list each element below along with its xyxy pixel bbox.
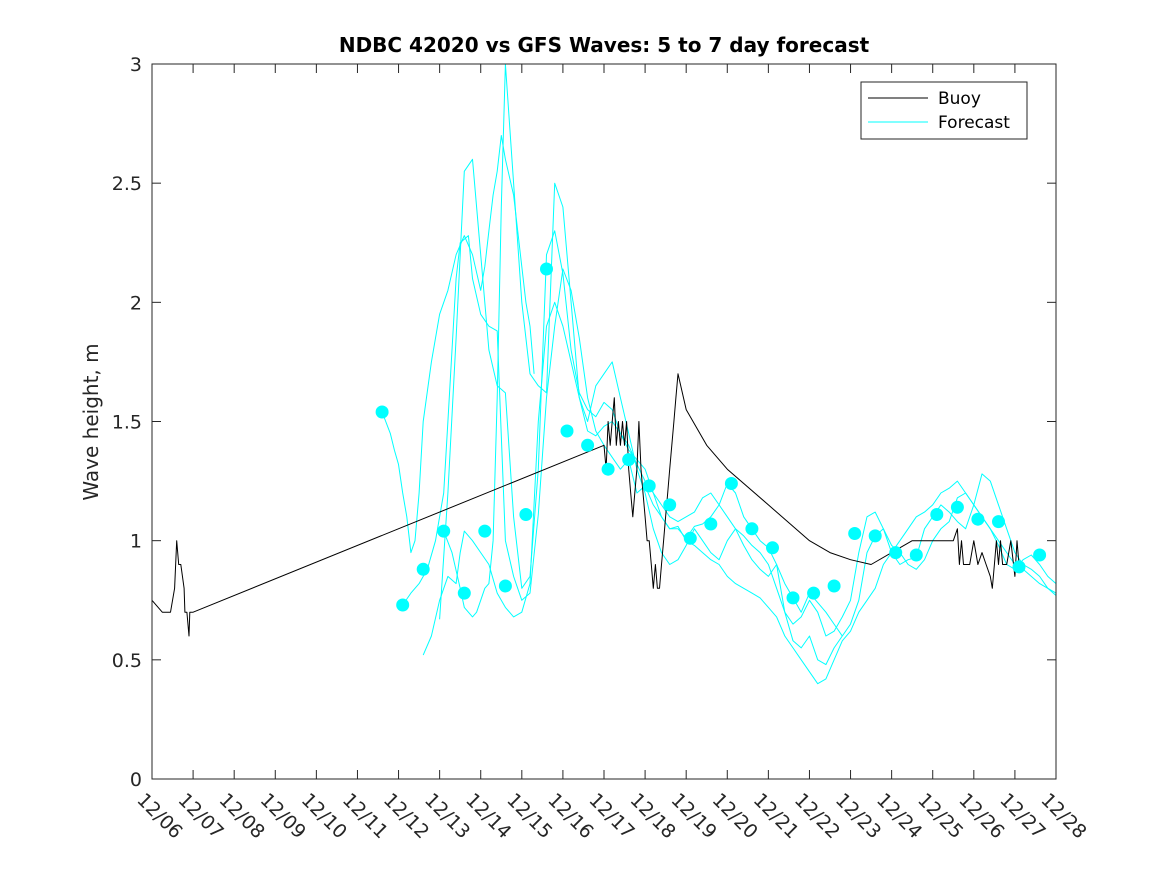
- forecast-marker: [375, 405, 389, 419]
- y-tick-label: 1.5: [112, 412, 142, 434]
- forecast-marker: [683, 531, 697, 545]
- forecast-marker: [950, 500, 964, 514]
- forecast-marker: [909, 548, 923, 562]
- forecast-marker: [581, 438, 595, 452]
- forecast-marker: [971, 512, 985, 526]
- forecast-marker: [560, 424, 574, 438]
- forecast-line: [443, 63, 1057, 685]
- forecast-marker: [704, 517, 718, 531]
- forecast-marker: [437, 524, 451, 538]
- forecast-marker: [642, 479, 656, 493]
- forecast-marker: [396, 598, 410, 612]
- y-tick-label: 0.5: [112, 650, 142, 672]
- forecast-marker: [457, 586, 471, 600]
- y-axis-label: Wave height, m: [79, 343, 103, 500]
- forecast-marker: [601, 462, 615, 476]
- forecast-marker: [930, 508, 944, 521]
- forecast-markers-group: [375, 262, 1047, 612]
- y-tick-label: 2: [130, 292, 142, 314]
- forecast-marker: [498, 579, 512, 593]
- forecast-marker: [416, 562, 430, 576]
- forecast-marker: [745, 522, 759, 536]
- forecast-marker: [478, 524, 492, 538]
- forecast-marker: [1012, 560, 1026, 574]
- y-tick-label: 1: [130, 531, 142, 553]
- y-tick-label: 2.5: [112, 173, 142, 195]
- legend-box: [860, 81, 1028, 140]
- y-tick-label: 0: [130, 769, 142, 791]
- forecast-marker: [889, 546, 903, 560]
- legend-buoy-label: Buoy: [938, 89, 981, 109]
- forecast-marker: [540, 262, 553, 276]
- forecast-marker: [1033, 548, 1047, 562]
- forecast-marker: [807, 586, 821, 600]
- forecast-marker: [786, 591, 800, 605]
- forecast-marker: [848, 527, 862, 540]
- legend: Buoy Forecast: [860, 81, 1028, 140]
- plot-series-group: [151, 63, 1057, 685]
- y-tick-label: 3: [130, 54, 142, 76]
- forecast-line: [402, 235, 843, 637]
- y-axis-ticks: 0 0.5 1 1.5 2 2.5 3: [112, 54, 1056, 791]
- chart-title: NDBC 42020 vs GFS Waves: 5 to 7 day fore…: [339, 33, 870, 57]
- buoy-line: [151, 373, 1020, 637]
- legend-forecast-label: Forecast: [938, 113, 1010, 133]
- forecast-marker: [519, 508, 533, 521]
- forecast-marker: [724, 477, 738, 490]
- forecast-marker: [868, 529, 882, 543]
- forecast-marker: [766, 541, 779, 555]
- forecast-marker: [992, 515, 1005, 529]
- forecast-marker: [622, 453, 636, 467]
- forecast-marker: [663, 498, 677, 512]
- forecast-marker: [827, 579, 841, 593]
